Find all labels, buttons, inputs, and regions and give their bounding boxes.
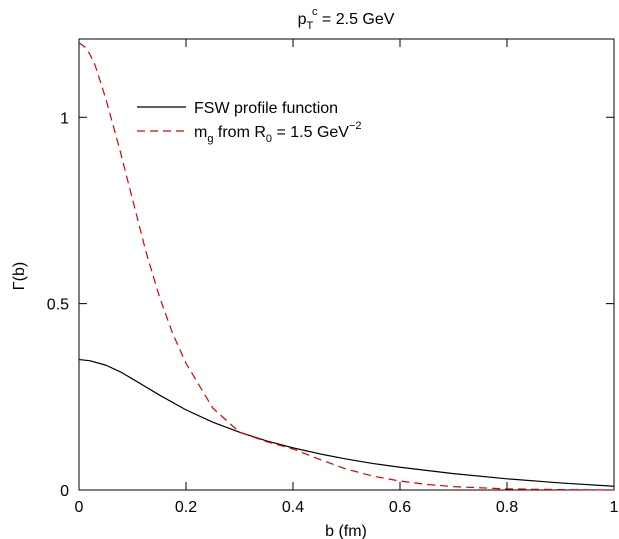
series-line-fsw	[78, 358, 615, 487]
y-axis-title: Γ(b)	[11, 262, 28, 290]
chart-title: pTc = 2.5 GeV	[298, 6, 395, 32]
legend-mg-sup: −2	[349, 120, 362, 132]
y-tick-label: 1	[60, 110, 69, 127]
series-line-mg	[78, 42, 615, 491]
title-superscript: c	[312, 6, 318, 18]
x-tick-label: 0.4	[282, 499, 304, 516]
plot-frame	[78, 38, 615, 491]
y-tick-label: 0	[60, 483, 69, 500]
legend-mg-sub-0: 0	[266, 133, 272, 145]
x-tick-label: 0	[75, 499, 84, 516]
legend-mg-sub-g: g	[207, 133, 213, 145]
legend-mg-part-b: from R	[213, 124, 265, 141]
x-tick-label: 1	[610, 499, 619, 516]
y-tick-label: 0.5	[47, 297, 69, 314]
x-tick-label: 0.6	[389, 499, 411, 516]
legend-mg-part-a: m	[194, 124, 207, 141]
x-ticks: 0 0.2 0.4 0.6 0.8 1	[75, 39, 619, 516]
x-tick-label: 0.8	[496, 499, 518, 516]
legend-label-mg: mg from R0 = 1.5 GeV−2	[194, 120, 362, 145]
legend: FSW profile function mg from R0 = 1.5 Ge…	[137, 100, 362, 145]
title-base: p	[298, 11, 307, 28]
series-group	[78, 42, 615, 491]
x-axis-title: b (fm)	[325, 523, 367, 539]
x-tick-label: 0.2	[175, 499, 197, 516]
legend-label-fsw: FSW profile function	[194, 100, 338, 117]
y-ticks: 00.51	[47, 110, 614, 500]
title-rest: = 2.5 GeV	[317, 11, 394, 28]
legend-mg-part-c: = 1.5 GeV	[272, 124, 349, 141]
title-subscript: T	[306, 20, 313, 32]
